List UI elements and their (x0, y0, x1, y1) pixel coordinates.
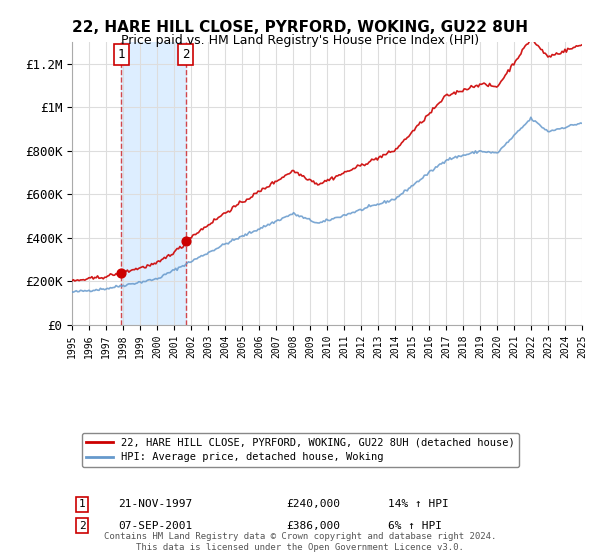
Text: 1: 1 (79, 500, 86, 510)
Point (116, 268, 126, 277)
Text: Price paid vs. HM Land Registry's House Price Index (HPI): Price paid vs. HM Land Registry's House … (121, 34, 479, 46)
Legend: 22, HARE HILL CLOSE, PYRFORD, WOKING, GU22 8UH (detached house), HPI: Average pr: 22, HARE HILL CLOSE, PYRFORD, WOKING, GU… (82, 433, 519, 466)
Point (181, 236, 191, 245)
Text: 2: 2 (182, 48, 190, 61)
Text: £386,000: £386,000 (286, 521, 340, 530)
Text: 1: 1 (118, 48, 125, 61)
Text: 2: 2 (79, 521, 86, 530)
Text: 21-NOV-1997: 21-NOV-1997 (118, 500, 192, 510)
Text: 14% ↑ HPI: 14% ↑ HPI (388, 500, 449, 510)
Text: 6% ↑ HPI: 6% ↑ HPI (388, 521, 442, 530)
Text: 07-SEP-2001: 07-SEP-2001 (118, 521, 192, 530)
Text: £240,000: £240,000 (286, 500, 340, 510)
Text: 22, HARE HILL CLOSE, PYRFORD, WOKING, GU22 8UH: 22, HARE HILL CLOSE, PYRFORD, WOKING, GU… (72, 20, 528, 35)
Text: Contains HM Land Registry data © Crown copyright and database right 2024.
This d: Contains HM Land Registry data © Crown c… (104, 532, 496, 552)
Bar (121, 42, 186, 325)
